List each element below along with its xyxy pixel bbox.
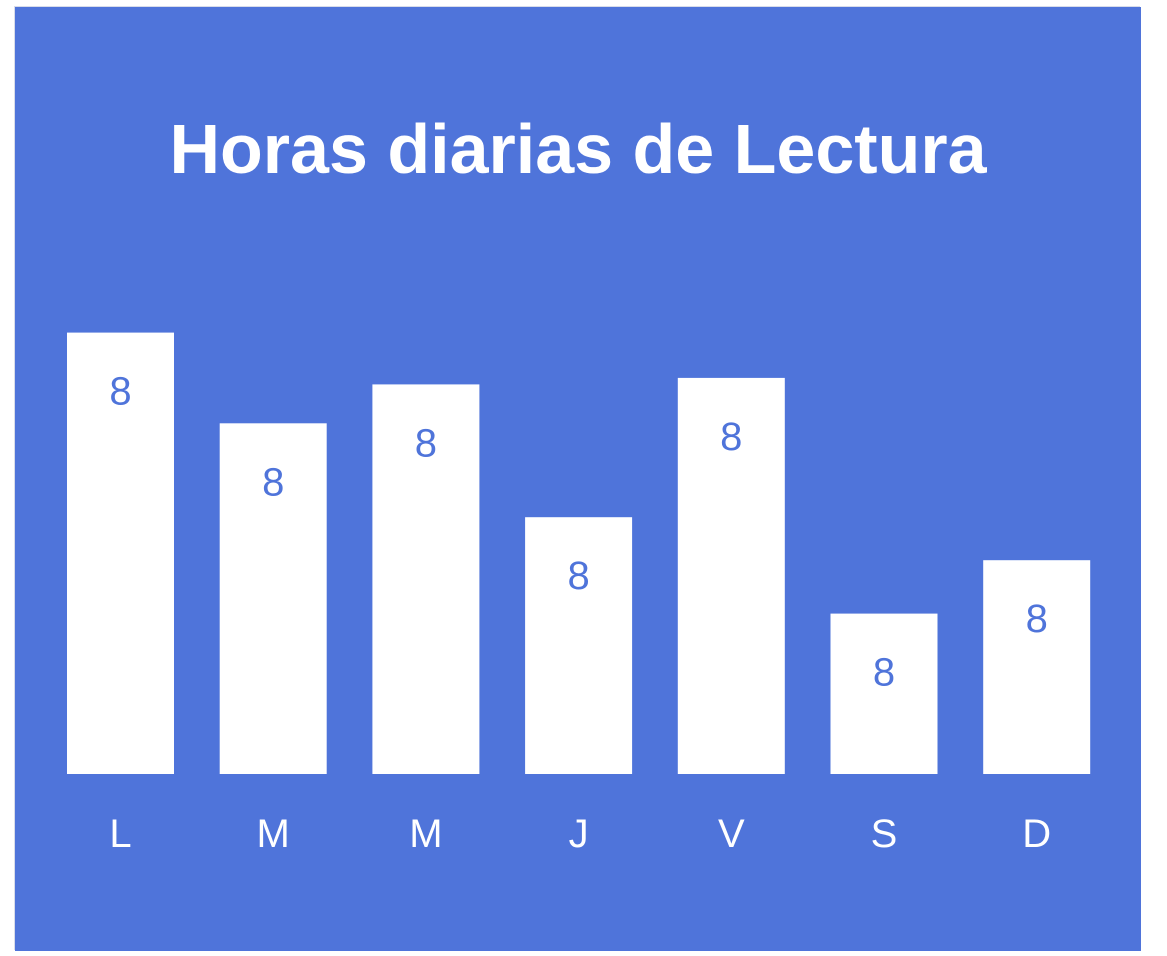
bar-4 xyxy=(677,377,785,774)
bar-1 xyxy=(219,423,327,774)
bar-2 xyxy=(372,384,480,774)
bars-layer xyxy=(67,332,1091,774)
x-tick-label-1: M xyxy=(257,812,290,856)
x-tick-label-5: S xyxy=(871,812,898,856)
bar-value-label-4: 8 xyxy=(720,415,742,459)
x-tick-label-2: M xyxy=(409,812,442,856)
x-tick-label-0: L xyxy=(109,812,131,856)
bar-value-label-2: 8 xyxy=(415,421,437,465)
value-labels-layer: 8 8 8 8 8 8 8 xyxy=(109,370,1047,695)
x-tick-label-6: D xyxy=(1022,812,1051,856)
bar-value-label-0: 8 xyxy=(109,370,131,414)
bar-value-label-3: 8 xyxy=(567,554,589,598)
bar-chart: Horas diarias de Lectura 8 8 8 8 8 8 8 L M M J V S D xyxy=(15,7,1141,951)
bar-value-label-6: 8 xyxy=(1026,597,1048,641)
x-tick-label-4: V xyxy=(718,812,745,856)
x-tick-label-3: J xyxy=(569,812,589,856)
chart-title: Horas diarias de Lectura xyxy=(170,110,988,188)
bar-3 xyxy=(525,517,633,774)
bar-5 xyxy=(830,613,938,774)
chart-background xyxy=(15,7,1141,951)
chart-card: Horas diarias de Lectura 8 8 8 8 8 8 8 L M M J V S D xyxy=(14,6,1141,951)
bar-value-label-1: 8 xyxy=(262,460,284,504)
bar-6 xyxy=(983,560,1091,774)
bar-0 xyxy=(67,332,174,774)
bar-value-label-5: 8 xyxy=(873,651,895,695)
